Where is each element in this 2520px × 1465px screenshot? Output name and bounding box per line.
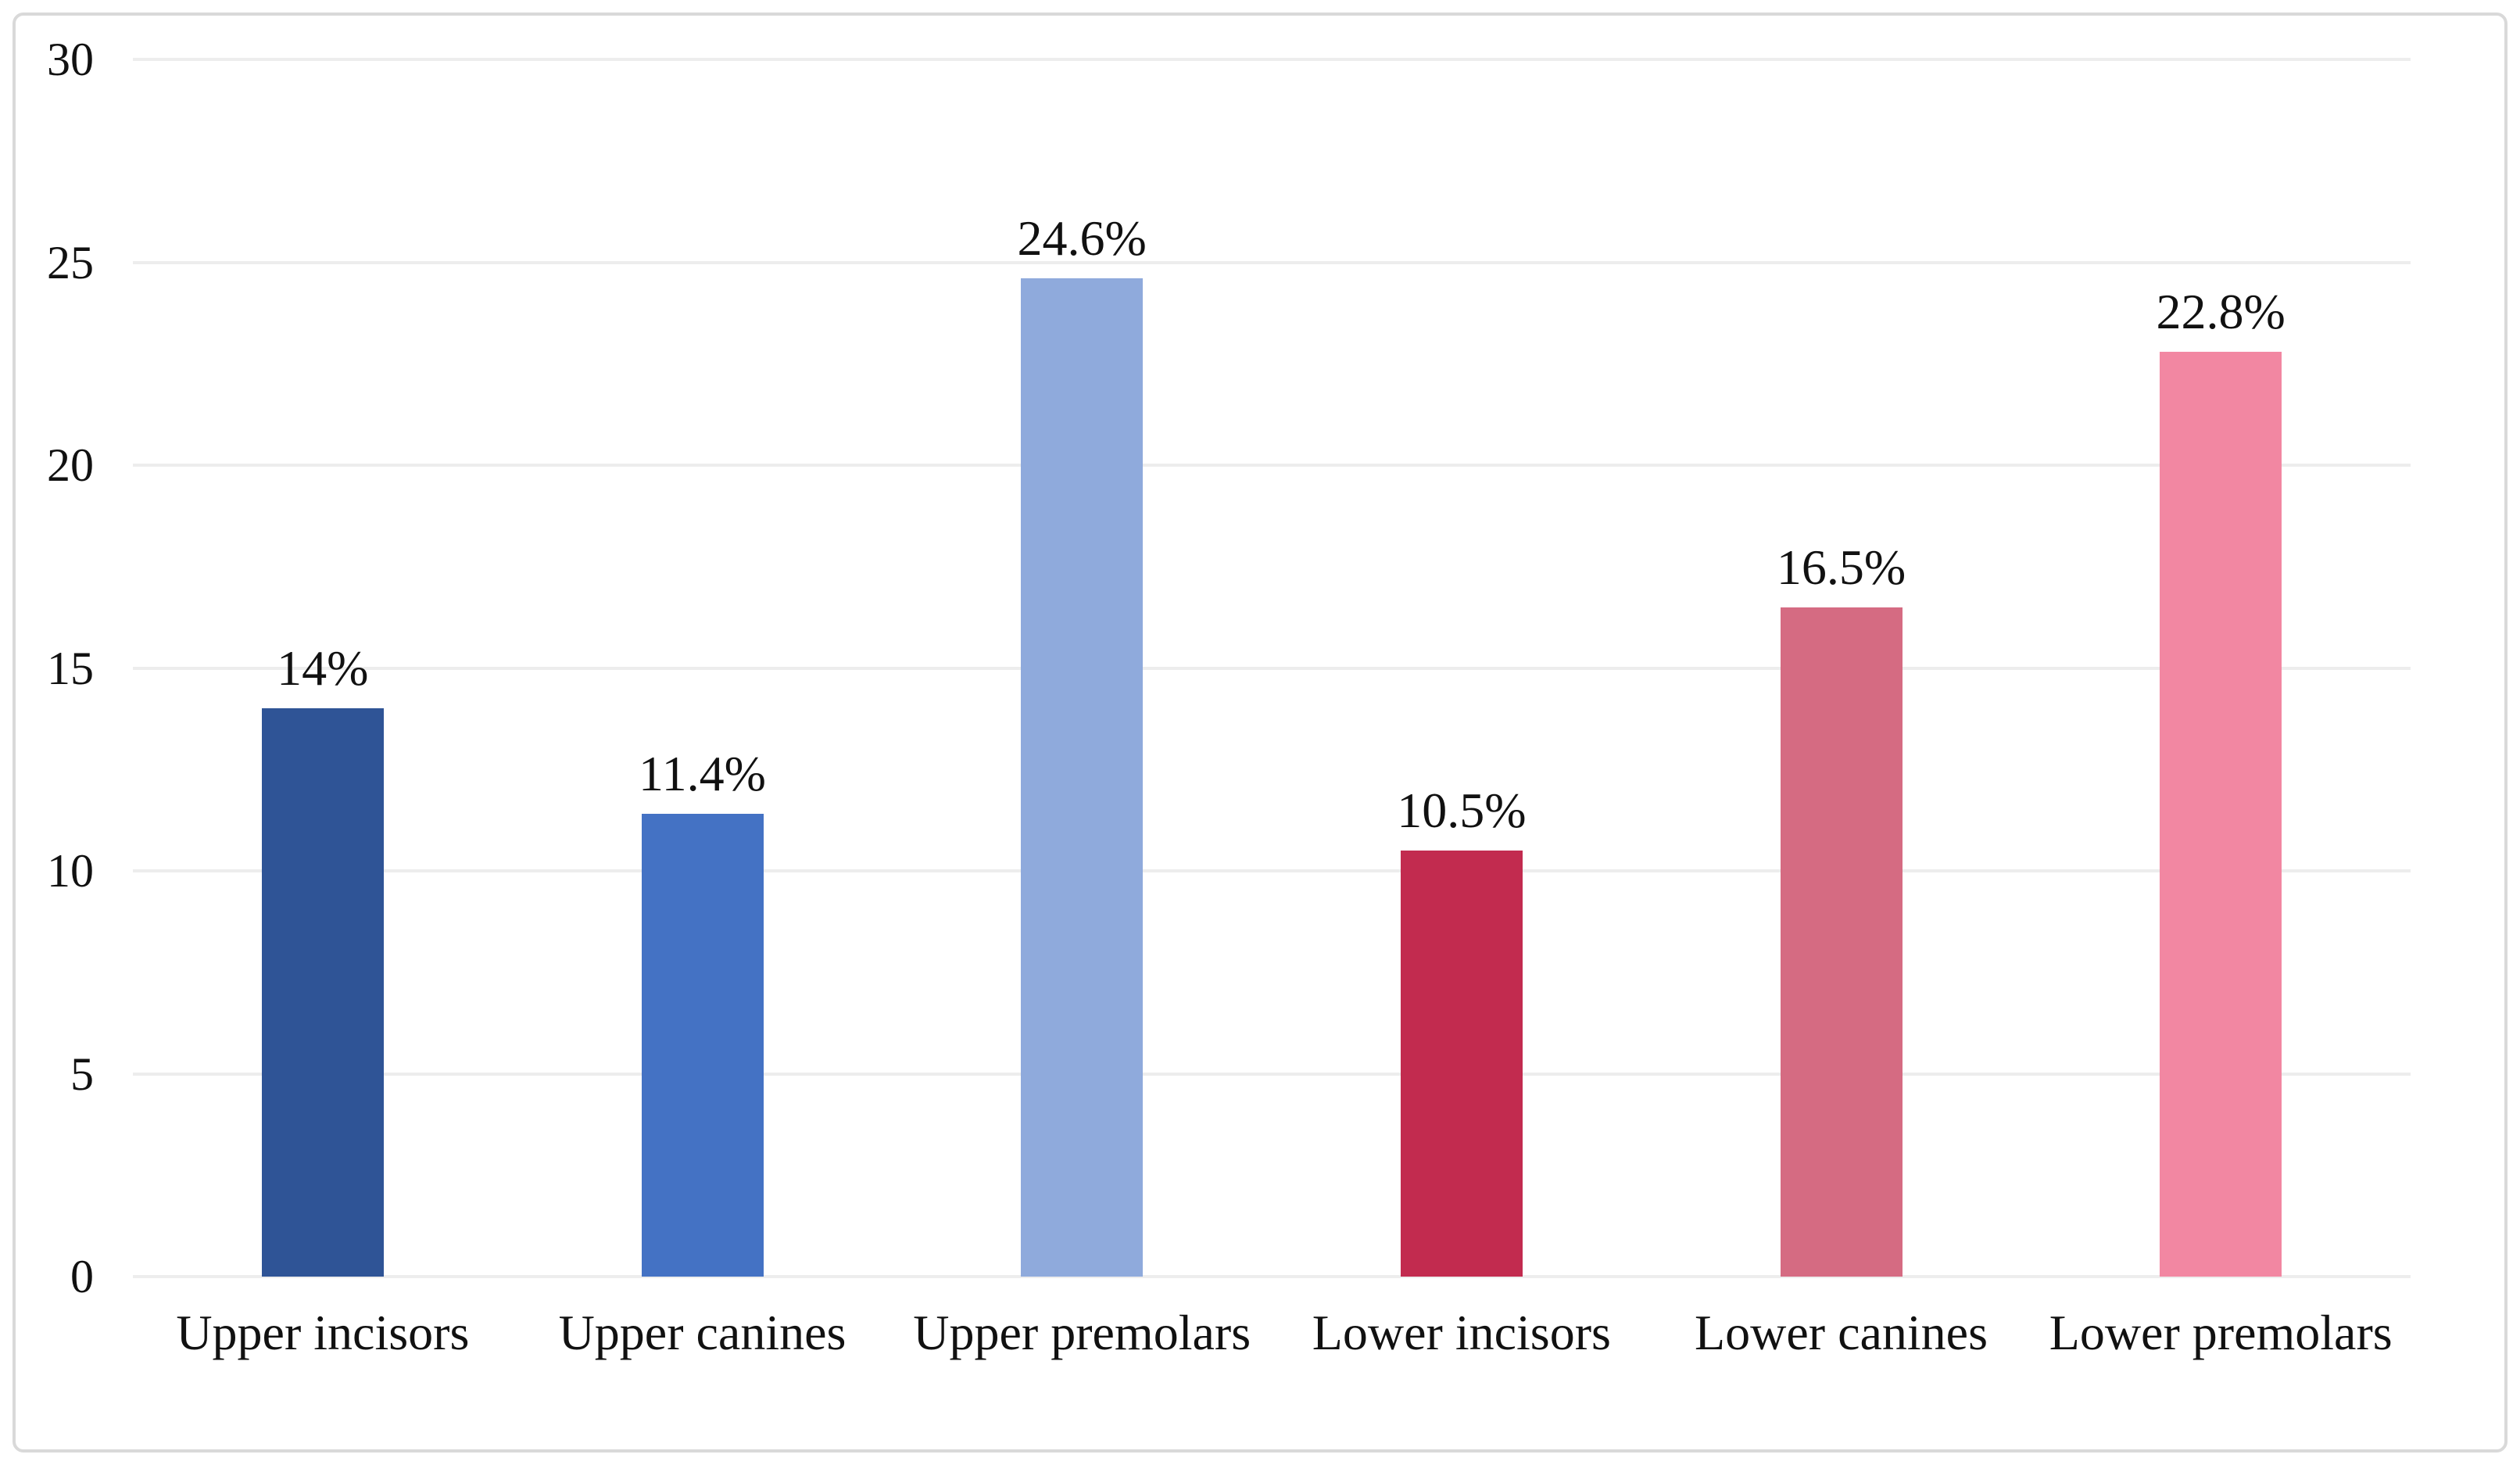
bar-value-label: 24.6% bbox=[1017, 210, 1147, 267]
bar-lower-premolars bbox=[2160, 351, 2282, 1277]
bar-value-label: 10.5% bbox=[1397, 783, 1527, 839]
gridline-20 bbox=[133, 464, 2411, 467]
x-axis-label-lower-canines: Lower canines bbox=[1695, 1305, 1988, 1360]
x-axis-label-upper-premolars: Upper premolars bbox=[913, 1305, 1251, 1360]
bar-column-upper-incisors: 14% bbox=[133, 59, 513, 1277]
bar-upper-incisors bbox=[261, 708, 384, 1277]
gridline-10 bbox=[133, 869, 2411, 873]
y-tick-label-0: 0 bbox=[70, 1251, 94, 1302]
bar-upper-canines bbox=[641, 814, 764, 1277]
bar-column-lower-incisors: 10.5% bbox=[1272, 59, 1652, 1277]
bar-series: 14% 11.4% 24.6% 10.5% 16.5% 22.8% bbox=[133, 59, 2411, 1277]
y-tick-label-5: 5 bbox=[70, 1048, 94, 1100]
bar-value-label: 11.4% bbox=[639, 746, 766, 802]
bar-lower-canines bbox=[1780, 607, 1903, 1277]
bar-column-lower-premolars: 22.8% bbox=[2031, 59, 2411, 1277]
x-axis-label-upper-canines: Upper canines bbox=[558, 1305, 847, 1360]
y-tick-label-25: 25 bbox=[47, 236, 94, 288]
gridline-5 bbox=[133, 1072, 2411, 1076]
bar-upper-premolars bbox=[1021, 278, 1144, 1277]
bar-value-label: 14% bbox=[277, 640, 369, 697]
x-axis-label-lower-premolars: Lower premolars bbox=[2049, 1305, 2393, 1360]
y-tick-label-30: 30 bbox=[47, 34, 94, 85]
x-axis-label-upper-incisors: Upper incisors bbox=[176, 1305, 470, 1360]
bar-column-lower-canines: 16.5% bbox=[1652, 59, 2031, 1277]
gridline-0 bbox=[133, 1275, 2411, 1278]
y-tick-label-10: 10 bbox=[47, 845, 94, 897]
bar-column-upper-canines: 11.4% bbox=[513, 59, 893, 1277]
bar-lower-incisors bbox=[1400, 851, 1523, 1277]
bar-column-upper-premolars: 24.6% bbox=[892, 59, 1272, 1277]
gridline-15 bbox=[133, 666, 2411, 670]
bar-value-label: 16.5% bbox=[1776, 539, 1906, 595]
y-tick-label-15: 15 bbox=[47, 642, 94, 694]
gridline-30 bbox=[133, 58, 2411, 61]
plot-area: 0 5 10 15 20 25 30 14% 11.4% 24.6% 10.5% 16.5% bbox=[47, 34, 2411, 1302]
x-axis-labels: Upper incisors Upper canines Upper premo… bbox=[133, 1304, 2411, 1362]
gridline-25 bbox=[133, 260, 2411, 264]
x-axis-label-lower-incisors: Lower incisors bbox=[1312, 1305, 1611, 1360]
bar-value-label: 22.8% bbox=[2156, 283, 2286, 339]
y-tick-label-20: 20 bbox=[47, 439, 94, 492]
